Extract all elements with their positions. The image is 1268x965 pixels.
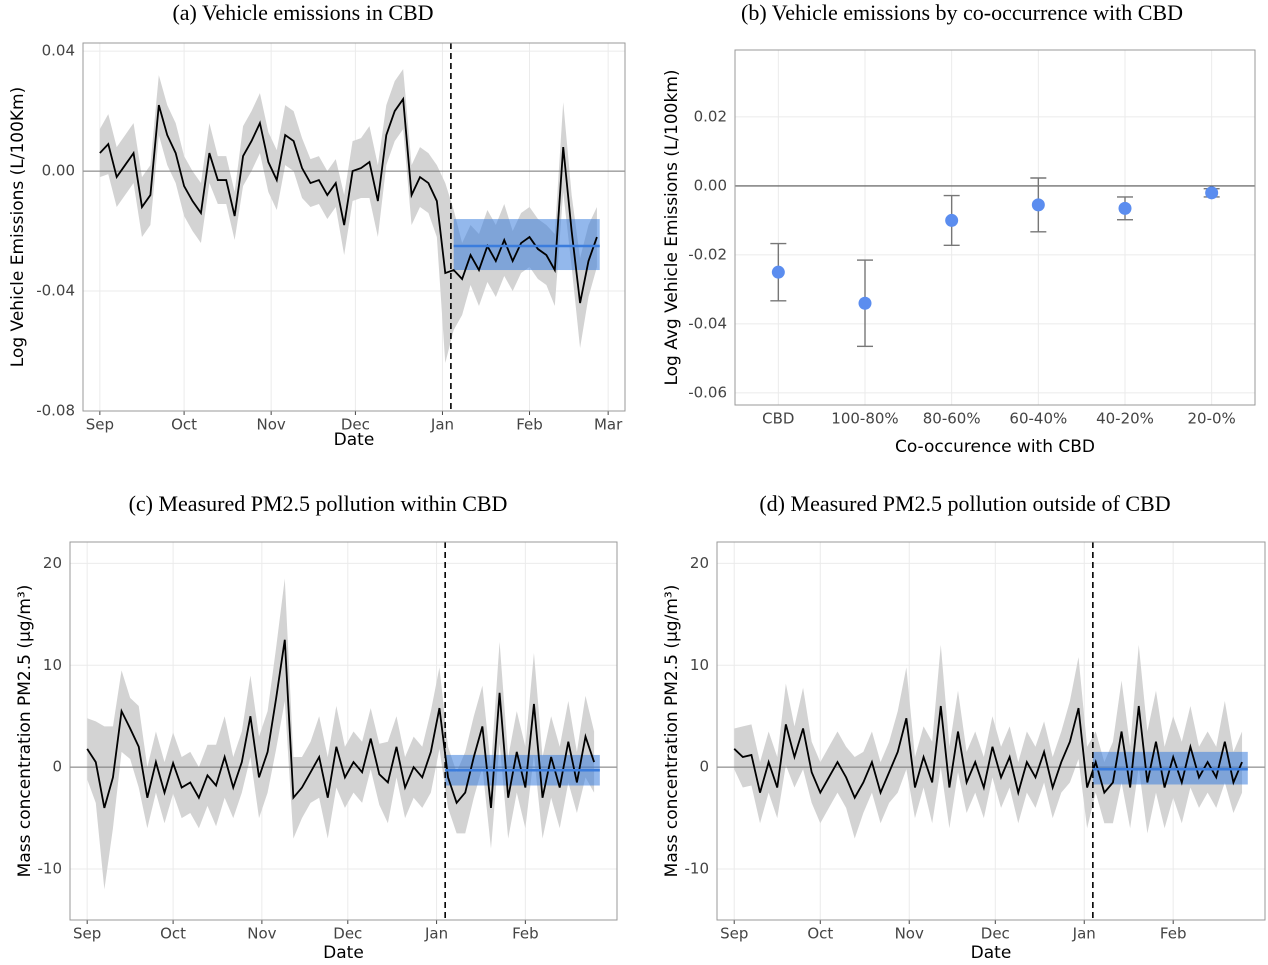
y-tick-label: 0 — [699, 758, 709, 776]
point — [858, 296, 872, 310]
x-tick-label: Jan — [430, 416, 454, 434]
y-tick-label: 10 — [43, 656, 62, 674]
x-tick-label: Sep — [73, 925, 101, 943]
panel-title: (b) Vehicle emissions by co-occurrence w… — [741, 0, 1183, 25]
x-tick-label: Oct — [171, 416, 197, 434]
y-tick-label: -0.08 — [36, 402, 75, 420]
x-tick-label: Sep — [720, 925, 748, 943]
point — [945, 213, 959, 227]
y-tick-label: -10 — [685, 860, 710, 878]
y-tick-label: 0 — [52, 758, 62, 776]
point — [771, 265, 785, 279]
y-tick-label: -10 — [38, 860, 63, 878]
series-line — [733, 705, 1243, 800]
confidence-band — [734, 644, 1243, 839]
x-axis-label: Date — [334, 430, 375, 450]
panel-title: (c) Measured PM2.5 pollution within CBD — [129, 491, 508, 516]
y-tick-label: -0.02 — [688, 245, 727, 263]
x-tick-label: Nov — [247, 925, 276, 943]
x-tick-label: Mar — [594, 416, 623, 434]
x-tick-label: 20-0% — [1188, 410, 1236, 428]
x-tick-label: 40-20% — [1096, 410, 1154, 428]
y-axis-label: Log Vehicle Emissions (L/100Km) — [8, 87, 28, 367]
x-tick-label: Nov — [257, 416, 286, 434]
series-line — [99, 96, 598, 304]
x-tick-label: Oct — [160, 925, 186, 943]
series-line — [86, 639, 595, 809]
x-tick-label: Nov — [895, 925, 924, 943]
y-tick-label: 20 — [43, 554, 62, 572]
x-tick-label: Feb — [516, 416, 543, 434]
y-axis-label: Mass concentration PM2.5 (µg/m³) — [662, 585, 682, 878]
y-tick-label: -0.06 — [688, 383, 727, 401]
x-tick-label: Feb — [512, 925, 539, 943]
y-tick-label: 0.00 — [42, 162, 75, 180]
y-axis-label: Mass concentration PM2.5 (µg/m³) — [15, 585, 35, 878]
panel-title: (a) Vehicle emissions in CBD — [172, 0, 433, 25]
x-axis-label: Co-occurence with CBD — [895, 437, 1095, 457]
x-tick-label: Dec — [333, 925, 362, 943]
confidence-band — [87, 578, 595, 890]
x-tick-label: 100-80% — [831, 410, 898, 428]
y-axis-label: Log Avg Vehicle Emissions (L/100km) — [662, 69, 682, 385]
y-tick-label: 20 — [690, 554, 709, 572]
x-tick-label: 80-60% — [923, 410, 981, 428]
y-tick-label: 0.04 — [42, 42, 75, 60]
x-tick-label: Jan — [424, 925, 448, 943]
x-axis-label: Date — [323, 943, 364, 963]
x-tick-label: Dec — [981, 925, 1010, 943]
panel-title: (d) Measured PM2.5 pollution outside of … — [759, 491, 1170, 516]
plot-frame — [82, 42, 626, 412]
y-tick-label: -0.04 — [36, 282, 75, 300]
confidence-band — [99, 69, 597, 364]
plot-frame — [69, 541, 618, 921]
x-axis-label: Date — [971, 943, 1012, 963]
y-tick-label: -0.04 — [688, 314, 727, 332]
point — [1205, 186, 1219, 200]
plot-frame — [716, 541, 1266, 921]
x-tick-label: Jan — [1072, 925, 1096, 943]
plot-frame — [734, 49, 1256, 406]
x-tick-label: Sep — [86, 416, 114, 434]
x-tick-label: Dec — [341, 416, 370, 434]
x-tick-label: Feb — [1160, 925, 1187, 943]
y-tick-label: 10 — [690, 656, 709, 674]
point — [1118, 201, 1132, 215]
x-tick-label: 60-40% — [1009, 410, 1067, 428]
point — [1031, 198, 1045, 212]
x-tick-label: CBD — [762, 410, 794, 428]
y-tick-label: 0.02 — [694, 107, 727, 125]
y-tick-label: 0.00 — [694, 176, 727, 194]
x-tick-label: Oct — [807, 925, 833, 943]
